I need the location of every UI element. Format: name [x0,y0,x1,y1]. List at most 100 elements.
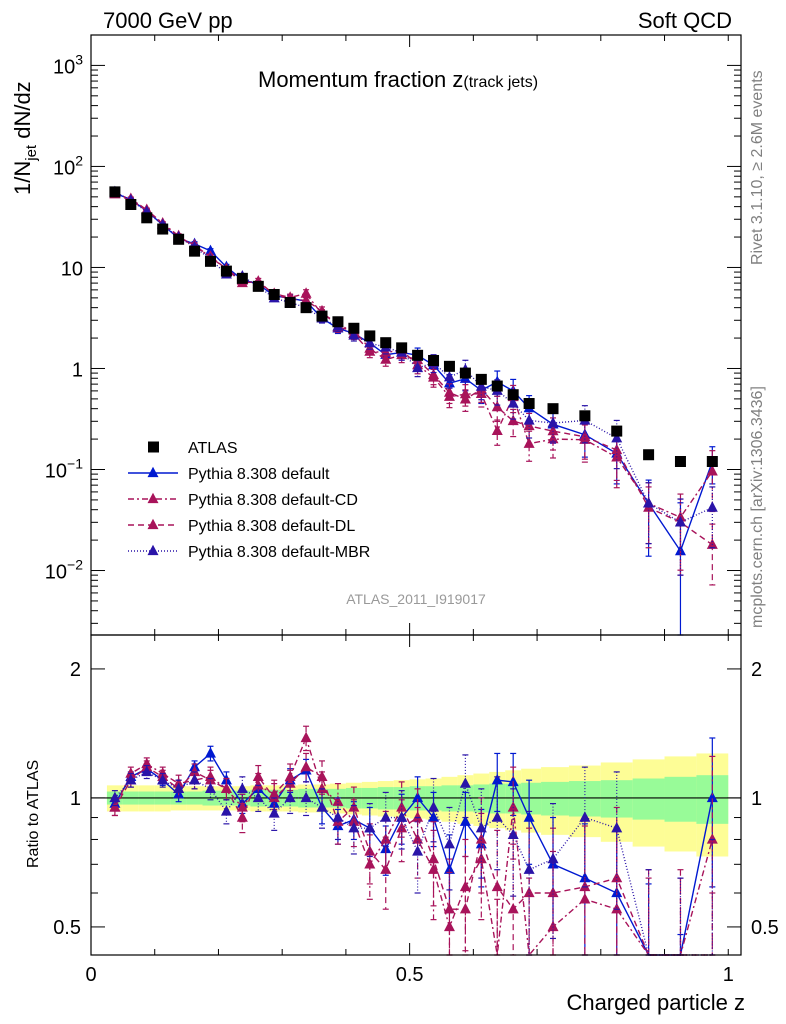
ratio-point [579,811,591,822]
main-point [443,376,455,388]
main-point [643,497,655,508]
x-tick-label: 0.5 [396,964,424,986]
ratio-point [443,837,455,849]
ratio-point [459,902,471,914]
ratio-point [380,811,392,822]
y-tick-base: 10 [45,460,67,482]
ratio-point [236,782,248,794]
ratio-point [459,777,471,788]
ratio-point [412,791,424,803]
atlas-point [674,455,686,467]
green-band-segment [632,778,665,820]
ratio-panel-frame [90,634,742,956]
x-axis-label: Charged particle z [566,990,745,1015]
ratio-series-line [114,735,713,957]
ratio-point [459,815,471,826]
atlas-point [412,349,424,361]
main-point [523,419,535,431]
ratio-point [611,821,623,833]
x-tick-label: 1 [723,964,734,986]
green-band-segment [521,782,542,815]
main-point [475,380,487,391]
green-band-segment [664,776,697,822]
ratio-point [220,805,232,816]
ratio-point [316,801,328,812]
main-point [611,431,623,443]
main-point [443,386,455,397]
legend-marker [147,544,159,556]
main-point [706,538,718,549]
main-point [364,336,376,348]
atlas-point [396,342,408,354]
ratio-point [523,811,535,822]
ratio-point [316,782,328,794]
ratio-point [173,782,185,794]
ratio-point [268,797,280,808]
ratio-point [252,791,264,803]
ratio-point [412,833,424,844]
chart-title-main: Momentum fraction z [258,67,463,92]
ratio-point [300,760,312,772]
ratio-point [443,920,455,932]
ratio-point [706,791,718,803]
main-point [523,414,535,425]
main-point [674,516,686,527]
legend-label-atlas: ATLAS [188,440,238,457]
atlas-data [109,186,718,467]
rivet-label: Rivet 3.1.10, ≥ 2.6M events [749,70,766,265]
ratio-point [364,858,376,869]
ratio-point [220,782,232,794]
ratio-point [706,833,718,844]
y-axis-label-tail: dN/dz [10,81,35,145]
ratio-point [428,852,440,864]
main-point [523,437,535,448]
legend-label: Pythia 8.308 default-CD [188,492,358,509]
atlas-point [189,245,201,257]
ratio-point [268,791,280,803]
main-point [706,501,718,512]
analysis-id: ATLAS_2011_I919017 [346,591,486,607]
ratio-point [252,770,264,782]
ratio-point [332,795,344,806]
y-tick-base: 10 [53,157,75,179]
main-point [204,244,216,256]
atlas-point [364,330,376,342]
main-point [380,353,392,364]
ratio-y-tick-label: 1 [70,788,81,810]
legend-label: Pythia 8.308 default-DL [188,518,355,535]
ratio-point [459,880,471,892]
ratio-point [491,880,503,892]
main-point [547,424,559,436]
ratio-point [547,886,559,898]
main-point [300,287,312,298]
ratio-point [236,811,248,822]
atlas-point [491,380,503,392]
ratio-point [523,863,535,874]
ratio-point [316,770,328,782]
y-tick-label: 10−2 [45,557,83,584]
y-tick-label: 10 [61,258,83,280]
ratio-point [204,782,216,794]
atlas-point [268,288,280,300]
y-axis-label-main: 1/N [10,161,35,195]
legend-label: Pythia 8.308 default-MBR [188,544,370,561]
atlas-point [443,360,455,372]
main-point [547,416,559,428]
main-point [491,424,503,436]
ratio-point [300,791,312,803]
green-band-segment [541,781,569,816]
main-point [428,368,440,380]
atlas-point [643,449,655,461]
ratio-point [412,811,424,822]
main-point [348,329,360,340]
ratio-y-tick-label: 2 [70,659,81,681]
y-tick-exp: 3 [75,51,83,67]
chart-title: Momentum fraction z(track jets) [258,67,538,92]
atlas-point [332,316,344,328]
y-tick-base: 1 [72,359,83,381]
ratio-point [268,807,280,818]
ratio-y-tick-label: 0.5 [53,917,81,939]
atlas-point [300,302,312,314]
